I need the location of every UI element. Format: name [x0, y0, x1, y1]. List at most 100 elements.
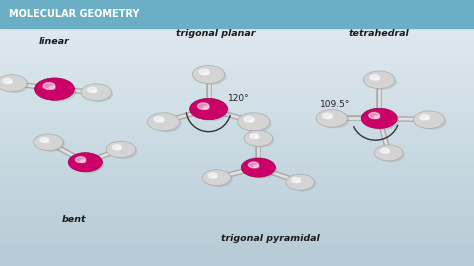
Bar [0, 80, 474, 84]
Circle shape [117, 147, 121, 150]
Bar [0, 142, 474, 146]
Circle shape [249, 119, 254, 122]
Circle shape [370, 75, 380, 80]
Circle shape [425, 117, 429, 120]
Circle shape [244, 117, 254, 122]
Circle shape [152, 115, 181, 132]
Circle shape [1, 77, 28, 93]
Bar [0, 244, 474, 248]
Circle shape [368, 73, 396, 89]
Bar [0, 146, 474, 151]
Circle shape [213, 176, 217, 178]
Bar [0, 53, 474, 58]
Bar [0, 217, 474, 222]
Circle shape [320, 112, 349, 128]
Bar [0, 138, 474, 142]
Bar [0, 31, 474, 35]
Bar [0, 18, 474, 22]
Text: 120°: 120° [228, 94, 249, 103]
Circle shape [323, 113, 332, 119]
Circle shape [316, 110, 347, 127]
Circle shape [255, 136, 259, 139]
Text: trigonal pyramidal: trigonal pyramidal [221, 234, 319, 243]
Circle shape [112, 145, 121, 150]
Bar [0, 58, 474, 62]
Circle shape [81, 84, 111, 101]
Text: bent: bent [61, 215, 86, 224]
Bar [0, 89, 474, 93]
Circle shape [385, 151, 389, 153]
Circle shape [206, 172, 232, 186]
Circle shape [296, 180, 301, 182]
Circle shape [68, 153, 102, 172]
Bar [0, 22, 474, 27]
Circle shape [197, 68, 226, 84]
Text: 109.5°: 109.5° [320, 100, 351, 109]
Bar [0, 5, 474, 9]
Bar [0, 93, 474, 98]
Circle shape [381, 148, 389, 153]
Circle shape [328, 116, 332, 119]
Bar [0, 195, 474, 200]
Circle shape [248, 162, 259, 168]
Bar [0, 168, 474, 173]
Bar [0, 204, 474, 208]
Circle shape [364, 71, 395, 89]
Circle shape [75, 157, 86, 163]
Bar [0, 155, 474, 160]
Circle shape [110, 144, 137, 158]
Circle shape [375, 77, 380, 80]
Circle shape [40, 138, 49, 143]
Circle shape [154, 117, 164, 122]
Bar [0, 261, 474, 266]
Bar [0, 173, 474, 177]
Circle shape [40, 81, 76, 101]
Circle shape [244, 130, 273, 146]
Circle shape [420, 115, 429, 120]
Bar [0, 213, 474, 217]
Circle shape [73, 155, 104, 173]
Bar [0, 239, 474, 244]
Bar [0, 235, 474, 239]
Circle shape [87, 87, 97, 93]
Bar [0, 120, 474, 124]
Bar [0, 35, 474, 40]
Circle shape [35, 78, 74, 100]
Bar [0, 151, 474, 155]
Bar [0, 111, 474, 115]
Bar [0, 13, 474, 18]
Circle shape [286, 174, 314, 190]
Circle shape [159, 119, 164, 122]
Bar [0, 191, 474, 195]
Circle shape [369, 113, 380, 119]
Circle shape [418, 113, 446, 129]
Bar [0, 222, 474, 226]
Circle shape [81, 160, 86, 163]
Bar [0, 62, 474, 66]
Circle shape [195, 101, 229, 120]
Bar [0, 66, 474, 71]
Bar [0, 186, 474, 191]
Bar [0, 124, 474, 128]
Bar [0, 133, 474, 138]
Circle shape [374, 145, 403, 161]
Bar [0, 44, 474, 49]
Circle shape [361, 108, 397, 128]
Circle shape [198, 103, 209, 109]
Circle shape [106, 141, 136, 158]
Text: trigonal planar: trigonal planar [176, 29, 255, 38]
Bar [0, 200, 474, 204]
Circle shape [203, 106, 209, 109]
Circle shape [85, 86, 113, 102]
Bar [0, 0, 474, 5]
Bar [0, 257, 474, 261]
Bar [0, 226, 474, 231]
Circle shape [92, 90, 97, 93]
Bar [0, 231, 474, 235]
Circle shape [147, 113, 180, 131]
Circle shape [204, 72, 209, 75]
Bar [0, 84, 474, 89]
Bar [0, 49, 474, 53]
Circle shape [8, 81, 12, 84]
Text: linear: linear [39, 37, 70, 46]
